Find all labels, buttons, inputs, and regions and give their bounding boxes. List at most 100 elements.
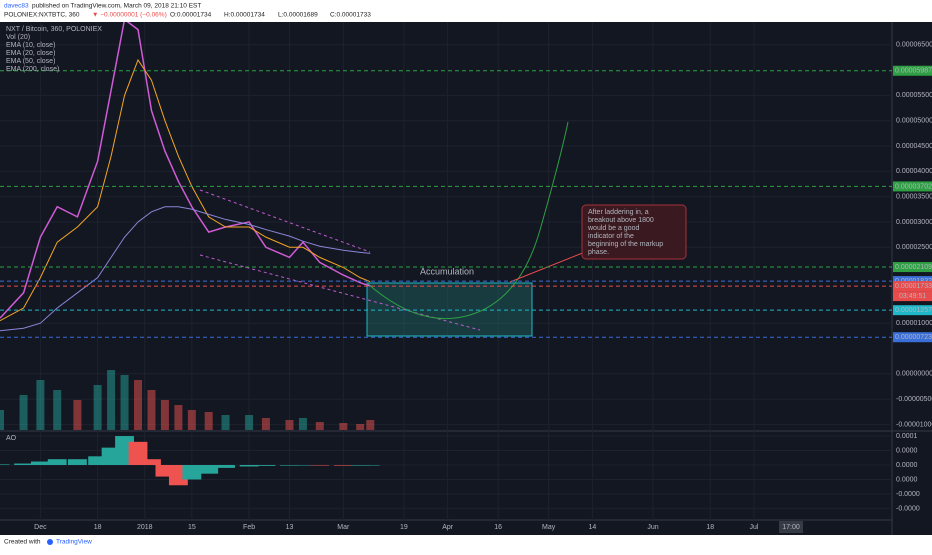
y-tick-label: 0.00003000	[896, 219, 932, 226]
zone-label: Accumulation	[420, 266, 474, 276]
ao-bar	[88, 456, 108, 465]
logo	[47, 539, 53, 545]
volume-bar	[174, 405, 183, 430]
x-tick-label: 2018	[137, 524, 153, 531]
volume-bar	[315, 422, 324, 430]
ao-bar	[360, 465, 380, 466]
y-tick-label: 0.00005500	[896, 92, 932, 99]
level-label-box	[893, 305, 932, 316]
legend-entry: Vol (20)	[6, 34, 30, 41]
grid	[0, 22, 892, 520]
level-label-box	[893, 281, 932, 292]
x-tick-label: 15	[188, 524, 196, 531]
ao-bar	[280, 465, 299, 466]
chart-background	[0, 22, 932, 535]
note-line: indicator of the	[588, 233, 634, 240]
footer-text: Created with	[4, 539, 41, 546]
level-label-box	[893, 332, 932, 343]
ao-tick-label: -0.0000	[896, 505, 920, 512]
note-line: would be a good	[587, 225, 639, 232]
ao-bar	[256, 465, 276, 466]
note-line: phase.	[588, 249, 609, 256]
x-tick-label: Feb	[243, 524, 255, 531]
low: L:0.00001689	[278, 12, 318, 19]
legend-entry: NXT / Bitcoin, 360, POLONIEX	[6, 26, 102, 33]
x-tick-label: Jul	[750, 524, 759, 531]
volume-bar	[134, 380, 143, 430]
volume-bar	[261, 418, 270, 430]
y-tick-label: 0.00005000	[896, 118, 932, 125]
symbol: POLONIEX:NXTBTC, 360	[4, 12, 80, 19]
y-tick-label: -0.00000500	[896, 396, 932, 403]
y-tick-label: 0.00001000	[896, 320, 932, 327]
legend-entry: EMA (200, close)	[6, 66, 59, 73]
volume-bar	[339, 423, 348, 430]
x-tick-label: Mar	[337, 524, 350, 531]
high: H:0.00001734	[224, 12, 265, 19]
volume-bar	[93, 385, 102, 430]
volume-bar	[204, 412, 213, 430]
x-tick-label: 13	[286, 524, 294, 531]
author[interactable]: davec83	[4, 3, 29, 10]
level-label: 0.00005987	[895, 68, 932, 75]
volume-bar	[107, 370, 116, 430]
level-label-box	[893, 262, 932, 273]
y-tick-label: 0.00004500	[896, 143, 932, 150]
published: published on TradingView.com, March 09, …	[32, 3, 201, 10]
volume-bar	[36, 380, 45, 430]
legend-entry: EMA (10, close)	[6, 42, 55, 49]
series-line	[0, 58, 371, 322]
y-tick-label: 0.00006500	[896, 42, 932, 49]
volume-bar	[0, 410, 4, 430]
level-label-box	[893, 276, 932, 287]
ao-pane	[0, 436, 380, 486]
series-line	[0, 22, 371, 319]
change: ▼ −0.00000001 (−0.06%)	[92, 12, 167, 19]
x-tick-label: 18	[706, 524, 714, 531]
x-tick-label: Jun	[647, 524, 658, 531]
x-tick-label: May	[542, 524, 556, 531]
ao-bar	[239, 465, 259, 467]
ao-bar	[182, 465, 202, 480]
ao-tick-label: 0.0000	[896, 476, 918, 483]
y-tick-label: 0.00002500	[896, 244, 932, 251]
ao-bar	[142, 459, 161, 465]
ao-bar	[14, 463, 33, 465]
volume-bar	[285, 420, 294, 430]
level-label: 0.00002109	[895, 264, 932, 271]
callout-line	[509, 249, 591, 283]
volume-bar	[73, 400, 82, 430]
ao-bar	[47, 459, 67, 465]
x-tick-label: 19	[400, 524, 408, 531]
cursor-time-box	[779, 521, 804, 533]
note-line: breakout above 1800	[588, 217, 654, 224]
main-pane	[0, 22, 375, 430]
volume-bar	[19, 395, 28, 430]
x-tick-label: 18	[94, 524, 102, 531]
level-label: 0.00003702	[895, 183, 932, 190]
series-line	[0, 206, 371, 332]
ao-bar	[30, 461, 50, 465]
open: O:0.00001734	[170, 12, 212, 19]
close: C:0.00001733	[330, 12, 371, 19]
volume-bar	[356, 424, 365, 430]
ao-label: AO	[6, 435, 17, 442]
note-line: beginning of the markup	[588, 241, 663, 248]
ao-bar	[216, 465, 235, 468]
volume-bar	[53, 390, 62, 430]
y-tick-label: 0.00004000	[896, 168, 932, 175]
ao-bar	[199, 465, 219, 474]
x-tick-label: 14	[589, 524, 597, 531]
footer-bar	[0, 535, 932, 550]
ao-tick-label: 0.0000	[896, 462, 918, 469]
countdown: 03:49:51	[899, 293, 926, 300]
legend-entry: EMA (50, close)	[6, 58, 55, 65]
x-tick-label: 16	[494, 524, 502, 531]
x-tick-label: Dec	[34, 524, 47, 531]
ao-tick-label: 0.0001	[896, 433, 918, 440]
volume-bar	[298, 418, 307, 430]
ao-tick-label: -0.0000	[896, 491, 920, 498]
level-label: 0.00000723	[895, 334, 932, 341]
footer-brand[interactable]: TradingView	[56, 539, 92, 546]
volume-bar	[187, 410, 196, 430]
